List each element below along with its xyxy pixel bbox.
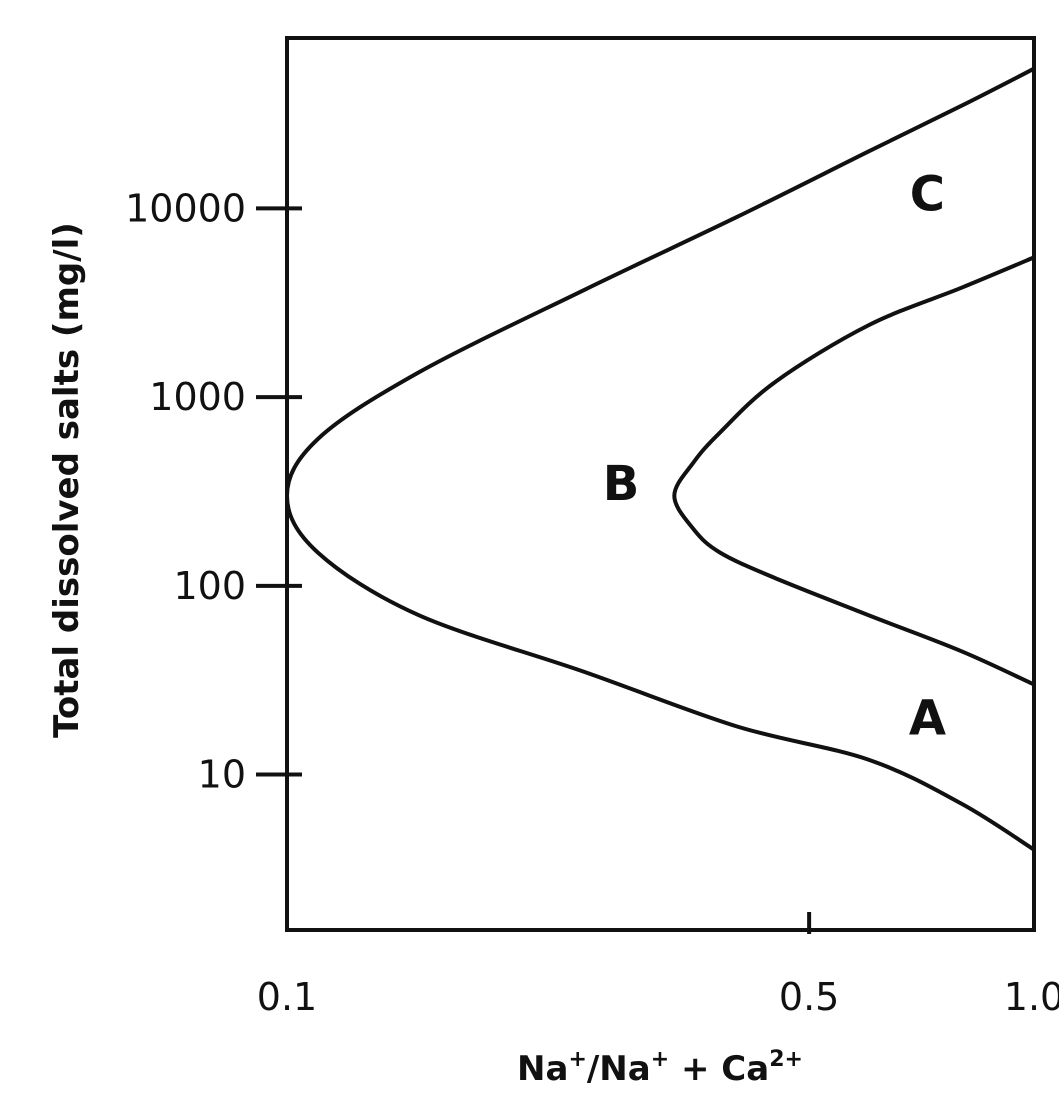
- annotations: C B A: [603, 166, 946, 746]
- plot-frame: [285, 36, 1036, 932]
- x-tick-label: 1.0: [1004, 975, 1059, 1019]
- x-tick-label: 0.5: [779, 975, 839, 1019]
- region-label-a: A: [909, 691, 946, 747]
- x-axis-ticks: 0.1 0.5 1.0: [257, 912, 1059, 1019]
- x-tick-label: 0.1: [257, 975, 317, 1019]
- y-tick-label: 100: [173, 564, 246, 608]
- x-axis-title: Na+/Na+ + Ca2+: [517, 1047, 803, 1089]
- y-axis-ticks: 10000 1000 100 10: [125, 186, 302, 797]
- region-label-b: B: [603, 456, 640, 512]
- series-curve-2: [672, 255, 1035, 687]
- y-tick-label: 10000: [125, 186, 246, 230]
- y-axis-title: Total dissolved salts (mg/l): [47, 222, 87, 738]
- y-tick-label: 10: [198, 753, 246, 797]
- region-label-c: C: [910, 166, 945, 222]
- y-tick-label: 1000: [149, 375, 246, 419]
